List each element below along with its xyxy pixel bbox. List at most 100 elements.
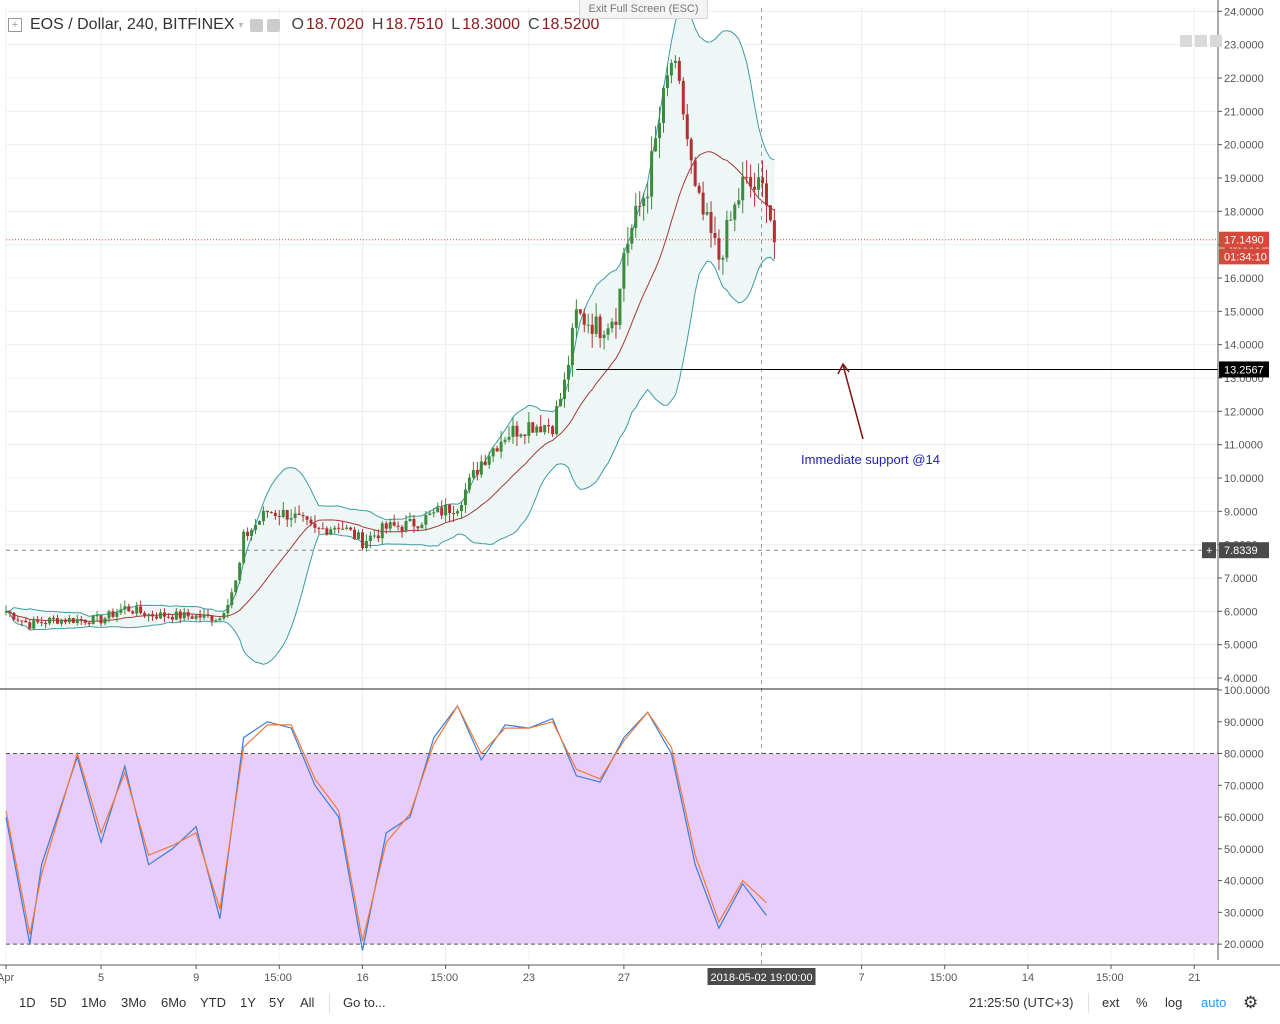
auto-toggle[interactable]: auto bbox=[1201, 995, 1227, 1010]
candle bbox=[87, 621, 91, 627]
osc-tick-label: 90.0000 bbox=[1224, 717, 1264, 729]
candle-body bbox=[202, 614, 206, 618]
candle bbox=[44, 620, 48, 629]
candle-body bbox=[281, 509, 285, 517]
candle bbox=[459, 501, 463, 520]
candle bbox=[325, 526, 329, 536]
goto-button[interactable]: Go to... bbox=[343, 995, 386, 1010]
clock-timezone[interactable]: 21:25:50 (UTC+3) bbox=[969, 995, 1074, 1010]
candle bbox=[420, 522, 424, 529]
candle bbox=[749, 164, 753, 198]
candle bbox=[681, 77, 685, 121]
timeframe-1y[interactable]: 1Y bbox=[240, 995, 256, 1010]
candle bbox=[380, 521, 384, 545]
candle bbox=[285, 509, 289, 527]
candle bbox=[467, 473, 471, 494]
candle bbox=[673, 55, 677, 69]
percent-toggle[interactable]: % bbox=[1136, 995, 1148, 1010]
timeframe-1d[interactable]: 1D bbox=[19, 995, 36, 1010]
candle bbox=[404, 514, 408, 533]
move-down-icon[interactable] bbox=[1180, 35, 1192, 47]
maximize-icon[interactable] bbox=[1195, 35, 1207, 47]
candle-body bbox=[689, 139, 693, 161]
candle-body bbox=[764, 183, 768, 206]
candle-body bbox=[178, 611, 182, 619]
candle-body bbox=[91, 615, 95, 624]
candle bbox=[729, 211, 733, 222]
candle-body bbox=[693, 160, 697, 186]
candle-body bbox=[111, 611, 115, 617]
candle-body bbox=[254, 524, 258, 530]
low-label: L bbox=[451, 16, 461, 33]
candle bbox=[127, 603, 131, 612]
candle-body bbox=[388, 522, 392, 529]
candle-body bbox=[741, 176, 745, 201]
osc-tick-label: 40.0000 bbox=[1224, 876, 1264, 888]
candle-body bbox=[705, 212, 709, 215]
candle bbox=[428, 510, 432, 516]
candle-body bbox=[131, 611, 135, 614]
candle bbox=[689, 137, 693, 174]
candle bbox=[28, 620, 32, 630]
candle-body bbox=[357, 532, 361, 539]
candle-body bbox=[717, 238, 721, 260]
high-value: 18.7510 bbox=[385, 16, 444, 33]
compare-plus-icon[interactable]: + bbox=[8, 18, 22, 32]
candle bbox=[337, 523, 341, 534]
timeframe-all[interactable]: All bbox=[300, 995, 315, 1010]
candle bbox=[95, 610, 99, 621]
candle bbox=[475, 461, 479, 481]
candle-body bbox=[685, 114, 689, 140]
time-tick-label: 15:00 bbox=[930, 972, 958, 984]
candle bbox=[317, 526, 321, 535]
candle bbox=[321, 522, 325, 530]
candle bbox=[190, 614, 194, 620]
candle bbox=[135, 602, 139, 618]
candle bbox=[527, 412, 531, 444]
price-tick-label: 7.0000 bbox=[1224, 573, 1258, 585]
timeframe-ytd[interactable]: YTD bbox=[200, 995, 226, 1010]
candle bbox=[511, 417, 515, 444]
candle bbox=[463, 482, 467, 513]
symbol-title[interactable]: EOS / Dollar, 240, BITFINEX bbox=[30, 16, 235, 33]
gear-icon[interactable]: ⚙ bbox=[1243, 993, 1259, 1012]
timeframe-1mo[interactable]: 1Mo bbox=[81, 995, 107, 1010]
timeframe-6mo[interactable]: 6Mo bbox=[161, 995, 187, 1010]
candle bbox=[535, 424, 539, 437]
candle-body bbox=[24, 620, 28, 623]
close-pane-icon[interactable] bbox=[1210, 35, 1222, 47]
ext-toggle[interactable]: ext bbox=[1102, 995, 1120, 1010]
candle-body bbox=[4, 611, 8, 613]
open-label: O bbox=[291, 16, 304, 33]
candle bbox=[590, 313, 594, 348]
log-toggle[interactable]: log bbox=[1165, 995, 1183, 1010]
candle bbox=[75, 614, 79, 626]
candle bbox=[574, 299, 578, 339]
candle-body bbox=[234, 580, 238, 593]
crosshair-badge-bg bbox=[1219, 542, 1269, 559]
eye-icon[interactable] bbox=[249, 18, 263, 32]
osc-tick-label: 50.0000 bbox=[1224, 844, 1264, 856]
candle-body bbox=[384, 523, 388, 529]
exit-fullscreen-button[interactable]: Exit Full Screen (ESC) bbox=[579, 0, 708, 19]
candle-body bbox=[650, 151, 654, 197]
price-tick-label: 11.0000 bbox=[1224, 440, 1263, 452]
candle bbox=[4, 605, 8, 616]
candle-body bbox=[28, 622, 32, 629]
candle-body bbox=[566, 364, 570, 380]
timeframe-3mo[interactable]: 3Mo bbox=[121, 995, 147, 1010]
timeframe-5d[interactable]: 5D bbox=[50, 995, 67, 1010]
annotation-arrowhead bbox=[837, 362, 850, 375]
candle bbox=[198, 609, 202, 622]
chevron-down-icon[interactable]: ▾ bbox=[238, 19, 244, 31]
osc-tick-label: 80.0000 bbox=[1224, 749, 1264, 761]
price-tick-label: 20.0000 bbox=[1224, 140, 1264, 152]
candle-body bbox=[325, 528, 329, 535]
settings-icon[interactable] bbox=[266, 18, 280, 32]
timeframe-5y[interactable]: 5Y bbox=[269, 995, 285, 1010]
candle-body bbox=[143, 612, 147, 617]
candle bbox=[745, 160, 749, 184]
candle-body bbox=[681, 80, 685, 115]
candle bbox=[515, 421, 519, 447]
